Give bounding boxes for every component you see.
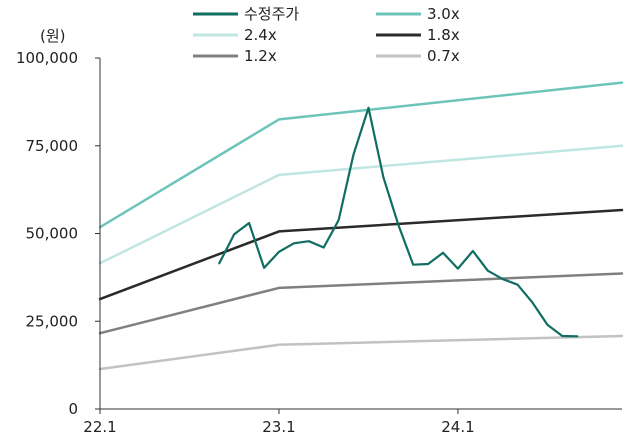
x-tick-label: 23.1 [262, 418, 295, 436]
x-tick-label: 22.1 [83, 418, 116, 436]
series-line-3-0x [98, 81, 624, 229]
legend: 수정주가 3.0x 2.4x 1.8x 1.2x 0.7x [193, 5, 460, 65]
y-tick-label: 0 [68, 400, 78, 418]
series-line-adjusted-price [218, 106, 579, 338]
legend-label: 1.8x [427, 26, 460, 44]
x-tick-label: 24.1 [441, 418, 474, 436]
legend-label: 3.0x [427, 5, 460, 23]
series-line-0-7x [98, 334, 624, 371]
y-tick-label: 100,000 [16, 49, 78, 67]
series-line-1-8x [98, 208, 624, 301]
axes-layer: 0 25,000 50,000 75,000 100,000 22.1 23.1 24.1 [16, 49, 622, 436]
y-tick-label: 50,000 [26, 225, 79, 243]
legend-label: 2.4x [244, 26, 277, 44]
series-line-2-4x [98, 144, 624, 265]
y-tick-label: 25,000 [26, 312, 79, 330]
legend-label: 수정주가 [244, 5, 299, 23]
y-tick-label: 75,000 [26, 137, 79, 155]
legend-label: 1.2x [244, 47, 277, 65]
series-layer [98, 81, 624, 371]
y-axis-unit-label: (원) [40, 27, 66, 45]
series-line-1-2x [98, 272, 624, 335]
legend-label: 0.7x [427, 47, 460, 65]
